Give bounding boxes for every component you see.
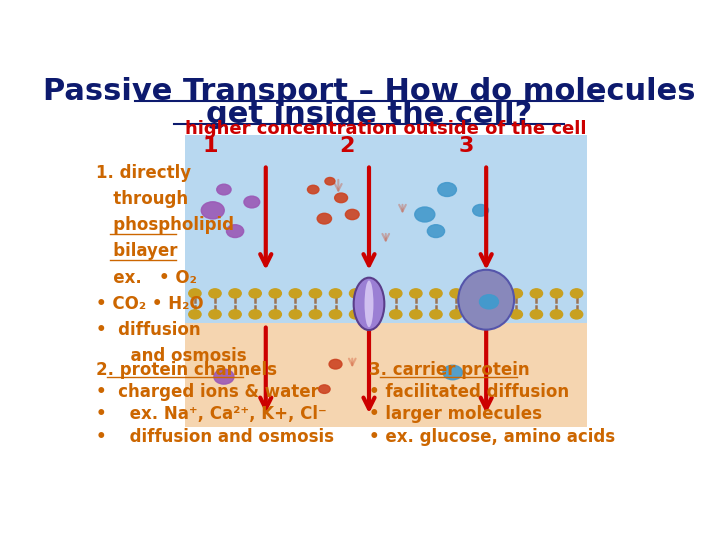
- Circle shape: [189, 289, 201, 298]
- Bar: [185, 136, 587, 322]
- Text: 2. protein channels: 2. protein channels: [96, 361, 276, 379]
- Circle shape: [450, 310, 462, 319]
- Circle shape: [229, 310, 241, 319]
- Circle shape: [530, 289, 543, 298]
- Bar: [185, 322, 587, 427]
- Circle shape: [310, 289, 322, 298]
- Circle shape: [490, 310, 503, 319]
- Circle shape: [209, 289, 221, 298]
- Text: higher concentration outside of the cell: higher concentration outside of the cell: [185, 120, 587, 138]
- Circle shape: [307, 185, 319, 194]
- Circle shape: [227, 225, 243, 238]
- Circle shape: [329, 289, 342, 298]
- Circle shape: [269, 289, 282, 298]
- Circle shape: [369, 289, 382, 298]
- Circle shape: [438, 183, 456, 197]
- Circle shape: [410, 310, 422, 319]
- Text: ex.   • O₂: ex. • O₂: [96, 269, 197, 287]
- Text: 3. carrier protein: 3. carrier protein: [369, 361, 530, 379]
- Text: •  charged ions & water: • charged ions & water: [96, 383, 318, 401]
- Circle shape: [214, 369, 234, 384]
- Circle shape: [229, 289, 241, 298]
- Circle shape: [269, 310, 282, 319]
- Circle shape: [289, 310, 302, 319]
- Circle shape: [346, 210, 359, 220]
- Text: • ex. glucose, amino acids: • ex. glucose, amino acids: [369, 428, 615, 446]
- Text: bilayer: bilayer: [96, 242, 177, 260]
- Circle shape: [289, 289, 302, 298]
- Text: 1: 1: [202, 136, 217, 156]
- Circle shape: [209, 310, 221, 319]
- Circle shape: [480, 295, 498, 309]
- Text: • larger molecules: • larger molecules: [369, 406, 542, 423]
- Circle shape: [510, 289, 523, 298]
- Circle shape: [550, 310, 562, 319]
- Circle shape: [249, 310, 261, 319]
- Circle shape: [510, 310, 523, 319]
- Circle shape: [415, 207, 435, 222]
- Circle shape: [369, 310, 382, 319]
- Circle shape: [349, 310, 361, 319]
- Circle shape: [335, 193, 348, 202]
- Text: •    ex. Na⁺, Ca²⁺, K+, Cl⁻: • ex. Na⁺, Ca²⁺, K+, Cl⁻: [96, 406, 326, 423]
- Circle shape: [428, 225, 444, 238]
- Ellipse shape: [364, 280, 374, 327]
- Text: 3: 3: [459, 136, 474, 156]
- Text: •    diffusion and osmosis: • diffusion and osmosis: [96, 428, 333, 446]
- Circle shape: [390, 289, 402, 298]
- Text: through: through: [96, 190, 188, 208]
- Circle shape: [470, 289, 482, 298]
- Text: and osmosis: and osmosis: [96, 347, 246, 365]
- Circle shape: [310, 310, 322, 319]
- Circle shape: [550, 289, 562, 298]
- Text: • CO₂ • H₂O: • CO₂ • H₂O: [96, 295, 203, 313]
- Circle shape: [430, 310, 442, 319]
- Text: • facilitated diffusion: • facilitated diffusion: [369, 383, 569, 401]
- Circle shape: [325, 178, 335, 185]
- Circle shape: [450, 289, 462, 298]
- Circle shape: [249, 289, 261, 298]
- Text: •  diffusion: • diffusion: [96, 321, 200, 339]
- Text: get inside the cell?: get inside the cell?: [206, 100, 532, 129]
- Circle shape: [189, 310, 201, 319]
- Circle shape: [470, 310, 482, 319]
- Circle shape: [217, 184, 231, 195]
- Circle shape: [329, 359, 342, 369]
- Circle shape: [410, 289, 422, 298]
- Circle shape: [244, 196, 260, 208]
- Ellipse shape: [354, 278, 384, 330]
- Text: 1. directly: 1. directly: [96, 164, 191, 182]
- Circle shape: [319, 385, 330, 394]
- Circle shape: [430, 289, 442, 298]
- Ellipse shape: [459, 270, 514, 329]
- Circle shape: [570, 289, 582, 298]
- Circle shape: [443, 365, 462, 380]
- Text: Passive Transport – How do molecules: Passive Transport – How do molecules: [42, 77, 696, 106]
- Circle shape: [473, 205, 488, 216]
- Circle shape: [202, 202, 224, 219]
- Circle shape: [390, 310, 402, 319]
- Text: phospholipid: phospholipid: [96, 217, 233, 234]
- Circle shape: [530, 310, 543, 319]
- Circle shape: [329, 310, 342, 319]
- Circle shape: [349, 289, 361, 298]
- Circle shape: [490, 289, 503, 298]
- Circle shape: [318, 213, 331, 224]
- Circle shape: [570, 310, 582, 319]
- Text: 2: 2: [339, 136, 354, 156]
